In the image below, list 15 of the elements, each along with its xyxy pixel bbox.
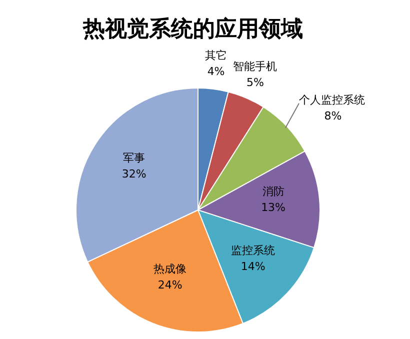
data-label: 4% — [207, 65, 225, 78]
data-label: 5% — [246, 76, 264, 89]
slice-label: 热成像 — [154, 262, 187, 276]
data-label: 14% — [240, 260, 266, 273]
data-label: 24% — [158, 278, 182, 292]
slice-label: 监控系统 — [231, 244, 276, 257]
slice-label: 消防 — [262, 184, 284, 198]
data-label: 8% — [324, 109, 342, 122]
slice-label: 其它 — [205, 49, 228, 62]
data-label: 32% — [122, 167, 146, 180]
slice-label: 军事 — [123, 151, 146, 164]
data-label: 13% — [261, 200, 286, 214]
slice-label: 个人监控系统 — [298, 93, 365, 106]
chart-title: 热视觉系统的应用领域 — [82, 16, 303, 42]
slice-label: 智能手机 — [233, 60, 278, 73]
